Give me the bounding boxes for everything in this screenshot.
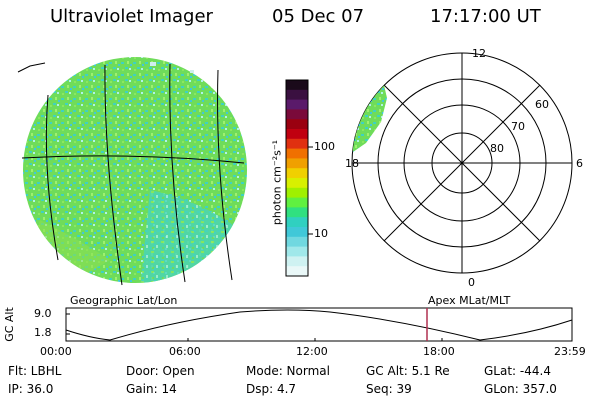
colorbar: [286, 80, 308, 277]
colorbar-band: [286, 227, 308, 238]
colorbar-band: [286, 246, 308, 257]
info-glat: GLat: -44.4: [484, 364, 551, 378]
info-ip: IP: 36.0: [8, 382, 54, 396]
info-glon: GLon: 357.0: [484, 382, 557, 396]
alt-ytick-1-8: 1.8: [34, 326, 52, 339]
colorbar-band: [286, 256, 308, 267]
colorbar-band: [286, 207, 308, 218]
colorbar-band: [286, 197, 308, 208]
polar-panel-label: Apex MLat/MLT: [428, 294, 511, 307]
info-door: Door: Open: [126, 364, 195, 378]
mlt-label-12: 12: [472, 47, 486, 60]
colorbar-band: [286, 158, 308, 169]
colorbar-band: [286, 236, 308, 248]
colorbar-unit-label: photon cm⁻²s⁻¹: [270, 139, 284, 226]
mlt-label-6: 6: [576, 157, 583, 170]
colorbar-band: [286, 148, 308, 159]
colorbar-band: [286, 109, 308, 120]
colorbar-tick-10: 10: [314, 227, 328, 240]
geographic-disk: [23, 57, 247, 283]
colorbar-band: [286, 99, 308, 110]
lat-label-80: 80: [490, 142, 504, 155]
alt-xtick-1800: 18:00: [423, 345, 455, 358]
auroral-patch: [352, 85, 387, 152]
info-gcalt: GC Alt: 5.1 Re: [366, 364, 450, 378]
lat-label-60: 60: [535, 98, 549, 111]
info-seq: Seq: 39: [366, 382, 412, 396]
altitude-plot: [65, 307, 573, 342]
polar-plot: [351, 52, 573, 274]
lat-label-70: 70: [511, 120, 525, 133]
alt-ylabel: GC Alt: [2, 307, 16, 342]
colorbar-frame: [285, 79, 309, 277]
mlt-label-18: 18: [345, 157, 359, 170]
info-mode: Mode: Normal: [246, 364, 330, 378]
colorbar-band: [286, 80, 308, 91]
colorbar-band: [286, 266, 308, 277]
colorbar-tick-100: 100: [314, 140, 335, 153]
app-title: Ultraviolet Imager: [50, 6, 213, 27]
alt-xtick-1200: 12:00: [296, 345, 328, 358]
colorbar-band: [286, 187, 308, 199]
colorbar-band: [286, 168, 308, 179]
mlt-label-0: 0: [468, 276, 475, 289]
alt-xtick-0000: 00:00: [40, 345, 72, 358]
alt-xtick-2359: 23:59: [554, 345, 586, 358]
geo-panel-label: Geographic Lat/Lon: [70, 294, 178, 307]
header-date: 05 Dec 07: [272, 6, 365, 27]
colorbar-band: [286, 138, 308, 150]
header-time: 17:17:00 UT: [430, 6, 541, 27]
colorbar-band: [286, 178, 308, 189]
colorbar-band: [286, 119, 308, 130]
colorbar-band: [286, 129, 308, 140]
alt-xtick-0600: 06:00: [169, 345, 201, 358]
info-gain: Gain: 14: [126, 382, 177, 396]
alt-ytick-9: 9.0: [34, 307, 52, 320]
info-flt: Flt: LBHL: [8, 364, 62, 378]
colorbar-band: [286, 217, 308, 228]
geo-grid: [17, 62, 245, 286]
info-dsp: Dsp: 4.7: [246, 382, 297, 396]
colorbar-band: [286, 89, 308, 101]
